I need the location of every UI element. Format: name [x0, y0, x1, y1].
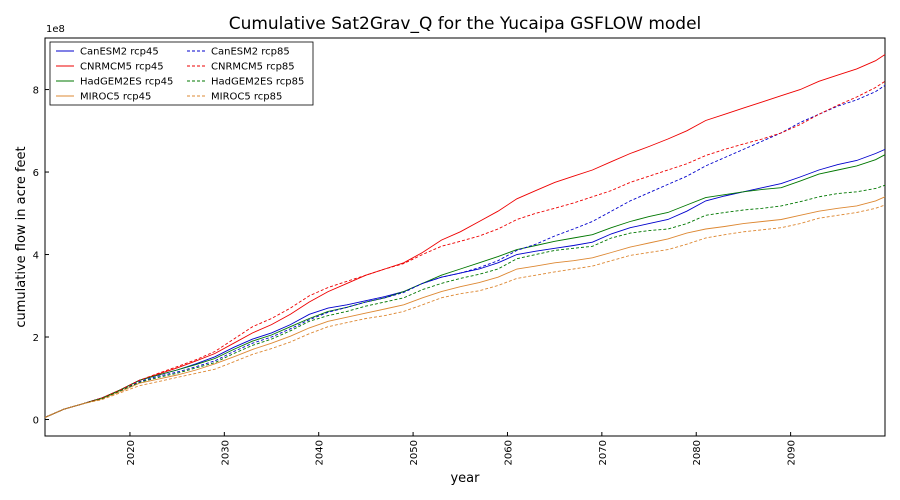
y-tick-label: 0 [33, 416, 39, 427]
x-tick-label: 2030 [220, 440, 231, 465]
x-tick-label: 2040 [315, 440, 326, 465]
x-tick-label: 2080 [692, 440, 703, 465]
series-line-6 [44, 184, 886, 418]
legend-label: CanESM2 rcp85 [211, 47, 290, 58]
series-line-5 [44, 80, 886, 418]
legend-label: CNRMCM5 rcp85 [211, 62, 295, 73]
y-axis-label: cumulative flow in acre feet [14, 146, 29, 327]
y-tick-label: 8 [33, 86, 39, 97]
y-multiplier-label: 1e8 [46, 24, 65, 35]
series-line-1 [44, 54, 886, 418]
series-layer [44, 54, 886, 418]
legend-label: MIROC5 rcp85 [211, 92, 282, 103]
legend-label: HadGEM2ES rcp85 [211, 77, 304, 88]
series-line-2 [44, 154, 886, 418]
legend-frame [49, 41, 314, 106]
series-line-3 [44, 196, 886, 418]
y-tick-label: 4 [33, 251, 39, 262]
x-tick-label: 2060 [503, 440, 514, 465]
x-tick-label: 2020 [126, 440, 137, 465]
legend-label: HadGEM2ES rcp45 [80, 77, 173, 88]
chart-title: Cumulative Sat2Grav_Q for the Yucaipa GS… [229, 14, 702, 34]
y-tick-label: 2 [33, 333, 39, 344]
x-tick-label: 2070 [598, 440, 609, 465]
x-tick-label: 2050 [409, 440, 420, 465]
y-tick-label: 6 [33, 168, 39, 179]
legend-label: CanESM2 rcp45 [80, 47, 159, 58]
legend-label: CNRMCM5 rcp45 [80, 62, 164, 73]
plot-area-frame [44, 37, 886, 437]
y-axis-ticks: 0 2 4 6 8 [33, 86, 49, 427]
legend-label: MIROC5 rcp45 [80, 92, 151, 103]
series-line-7 [44, 204, 886, 418]
x-axis-label: year [450, 471, 480, 486]
legend: CanESM2 rcp45 CNRMCM5 rcp45 HadGEM2ES rcp4… [49, 41, 314, 106]
x-axis-ticks: 2020 2030 2040 2050 2060 2070 2080 2090 [126, 432, 798, 465]
series-line-4 [44, 85, 886, 418]
x-tick-label: 2090 [787, 440, 798, 465]
